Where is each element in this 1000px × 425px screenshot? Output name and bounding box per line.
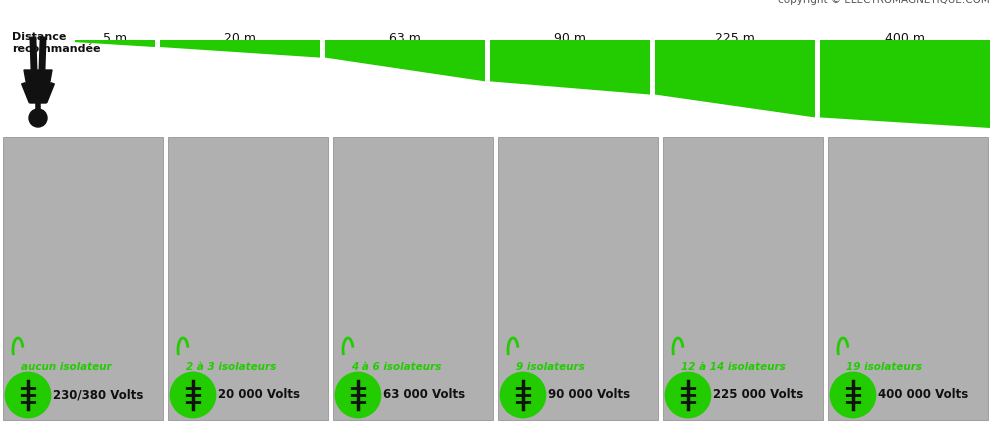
- Polygon shape: [75, 40, 155, 47]
- Polygon shape: [490, 40, 650, 94]
- Bar: [3, 137, 163, 420]
- Text: 400 m: 400 m: [885, 32, 925, 45]
- Circle shape: [6, 373, 50, 417]
- Text: 4 à 6 isolateurs: 4 à 6 isolateurs: [351, 362, 441, 372]
- Bar: [828, 137, 988, 420]
- Circle shape: [666, 373, 710, 417]
- Text: 90 000 Volts: 90 000 Volts: [548, 388, 630, 402]
- Circle shape: [501, 373, 545, 417]
- Text: Distance
recommandée: Distance recommandée: [12, 32, 100, 54]
- Bar: [333, 137, 493, 420]
- Text: 90 m: 90 m: [554, 32, 586, 45]
- Text: 63 m: 63 m: [389, 32, 421, 45]
- Text: aucun isolateur: aucun isolateur: [21, 362, 112, 372]
- Circle shape: [171, 373, 215, 417]
- Text: 20 000 Volts: 20 000 Volts: [218, 388, 300, 402]
- Text: 225 000 Volts: 225 000 Volts: [713, 388, 803, 402]
- Polygon shape: [24, 70, 52, 103]
- Text: 20 m: 20 m: [224, 32, 256, 45]
- Text: 5 m: 5 m: [103, 32, 127, 45]
- Text: 2 à 3 isolateurs: 2 à 3 isolateurs: [186, 362, 276, 372]
- Bar: [663, 137, 823, 420]
- Circle shape: [336, 373, 380, 417]
- Text: 63 000 Volts: 63 000 Volts: [383, 388, 465, 402]
- Polygon shape: [325, 40, 485, 81]
- Polygon shape: [820, 40, 990, 128]
- Text: 12 à 14 isolateurs: 12 à 14 isolateurs: [681, 362, 786, 372]
- Text: copyright © ELECTROMAGNETIQUE.COM: copyright © ELECTROMAGNETIQUE.COM: [778, 0, 990, 5]
- Bar: [168, 137, 328, 420]
- Circle shape: [29, 109, 47, 127]
- Circle shape: [831, 373, 875, 417]
- Polygon shape: [655, 40, 815, 117]
- Text: 400 000 Volts: 400 000 Volts: [878, 388, 968, 402]
- Bar: [498, 137, 658, 420]
- Text: 9 isolateurs: 9 isolateurs: [516, 362, 585, 372]
- Text: 19 isolateurs: 19 isolateurs: [846, 362, 922, 372]
- Text: 230/380 Volts: 230/380 Volts: [53, 388, 143, 402]
- Polygon shape: [160, 40, 320, 58]
- Text: 225 m: 225 m: [715, 32, 755, 45]
